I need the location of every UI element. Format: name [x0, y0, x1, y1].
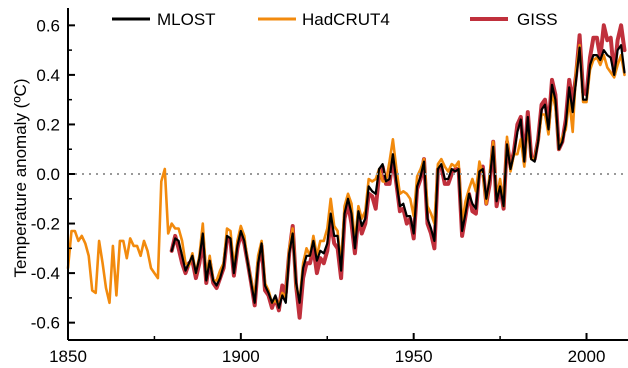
y-tick-label: 0.6	[36, 16, 60, 35]
x-tick-label: 1850	[49, 347, 87, 366]
series-line-mlost	[170, 44, 626, 309]
x-tick-label: 2000	[568, 347, 606, 366]
y-axis-label: Temperature anomaly (ºC)	[11, 79, 30, 278]
legend-label-hadcrut4: HadCRUT4	[302, 10, 390, 29]
x-tick-label: 1950	[395, 347, 433, 366]
legend-label-mlost: MLOST	[157, 10, 216, 29]
y-tick-label: -0.2	[31, 215, 60, 234]
series-line-hadcrut4	[66, 43, 626, 307]
series-layer	[66, 23, 627, 320]
y-tick-label: 0.2	[36, 115, 60, 134]
legend-label-giss: GISS	[517, 10, 558, 29]
legend: MLOST HadCRUT4 GISS	[112, 10, 558, 29]
series-line-giss	[169, 23, 627, 320]
y-tick-label: -0.4	[31, 264, 60, 283]
x-tick-label: 1900	[222, 347, 260, 366]
axes-layer: 0.6 0.4 0.2 0.0 -0.2 -0.4 -0.6 1850 1900 1950 2000…	[11, 8, 628, 366]
y-tick-label: 0.4	[36, 66, 60, 85]
y-tick-label: -0.6	[31, 314, 60, 333]
y-tick-label: 0.0	[36, 165, 60, 184]
